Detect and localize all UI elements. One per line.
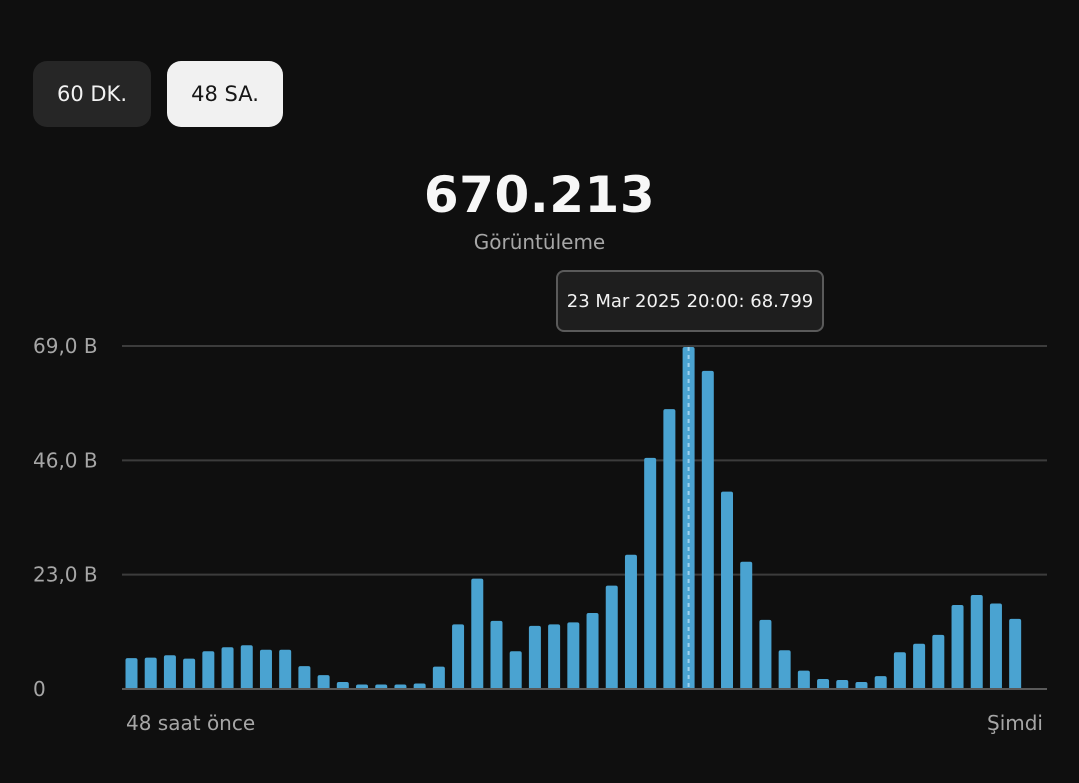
bar[interactable] <box>240 645 253 689</box>
bar[interactable] <box>874 676 887 689</box>
bar[interactable] <box>183 658 196 689</box>
bar[interactable] <box>663 409 676 689</box>
bar[interactable] <box>509 651 522 689</box>
bar[interactable] <box>125 658 138 689</box>
x-end-label: Şimdi <box>987 711 1043 735</box>
y-tick-label: 0 <box>33 677 46 701</box>
bar[interactable] <box>759 619 772 689</box>
bar[interactable] <box>740 561 753 689</box>
bar[interactable] <box>298 666 311 689</box>
bar[interactable] <box>644 457 657 689</box>
bar[interactable] <box>817 679 830 689</box>
bar[interactable] <box>375 684 388 689</box>
bar[interactable] <box>586 612 599 689</box>
bar[interactable] <box>144 657 157 689</box>
bar[interactable] <box>432 666 445 689</box>
bar[interactable] <box>567 622 580 689</box>
bar[interactable] <box>721 491 734 689</box>
bar[interactable] <box>259 649 272 689</box>
bar[interactable] <box>202 651 215 689</box>
y-tick-label: 46,0 B <box>33 448 98 472</box>
y-tick-label: 69,0 B <box>33 334 98 358</box>
bar[interactable] <box>413 683 426 689</box>
bar[interactable] <box>701 370 714 689</box>
bar[interactable] <box>490 620 503 689</box>
bar[interactable] <box>624 554 637 689</box>
tab-48-hours[interactable]: 48 SA. <box>167 61 283 127</box>
y-tick-label: 23,0 B <box>33 563 98 587</box>
x-start-label: 48 saat önce <box>126 711 255 735</box>
bar[interactable] <box>452 624 465 689</box>
bar[interactable] <box>797 670 810 689</box>
total-views-label: Görüntüleme <box>473 230 606 254</box>
bar[interactable] <box>989 603 1002 689</box>
total-views-value: 670.213 <box>423 166 656 224</box>
bar[interactable] <box>855 682 868 689</box>
bar[interactable] <box>951 604 964 689</box>
tab-60-minutes[interactable]: 60 DK. <box>33 61 151 127</box>
bar[interactable] <box>356 684 369 689</box>
bar[interactable] <box>893 652 906 689</box>
bar[interactable] <box>778 650 791 689</box>
bar[interactable] <box>970 595 983 689</box>
bar[interactable] <box>279 649 292 689</box>
bar[interactable] <box>913 643 926 689</box>
bar[interactable] <box>471 578 484 689</box>
bar[interactable] <box>605 585 618 689</box>
bar-tooltip: 23 Mar 2025 20:00: 68.799 <box>556 270 824 332</box>
bar[interactable] <box>528 625 541 689</box>
bar[interactable] <box>163 655 176 689</box>
bar[interactable] <box>394 684 407 689</box>
bar[interactable] <box>221 647 234 689</box>
bar[interactable] <box>836 680 849 689</box>
bar[interactable] <box>932 634 945 689</box>
bar[interactable] <box>1009 618 1022 689</box>
bar[interactable] <box>317 675 330 689</box>
bar[interactable] <box>336 682 349 689</box>
bar[interactable] <box>548 624 561 689</box>
